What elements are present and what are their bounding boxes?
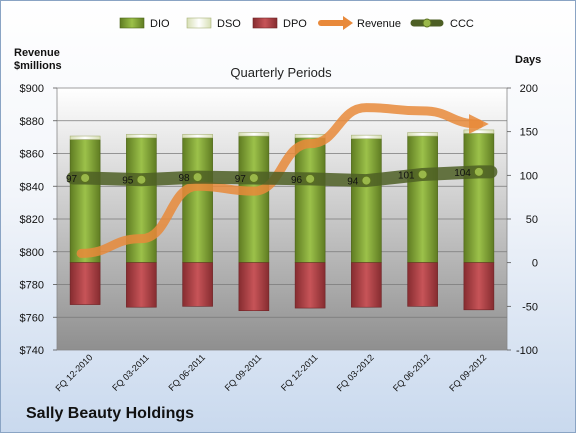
- ccc-data-label: 97: [66, 174, 78, 185]
- ccc-marker: [192, 172, 203, 183]
- bar-dso: [126, 133, 157, 139]
- ccc-marker: [305, 173, 316, 184]
- ccc-data-label: 94: [347, 177, 359, 188]
- bar-dpo: [126, 262, 157, 308]
- line-ccc: [66, 165, 498, 188]
- bar-dpo: [182, 262, 213, 307]
- bar-dio: [182, 137, 213, 263]
- bar-dso: [238, 132, 270, 137]
- ccc-data-label: 101: [398, 170, 415, 181]
- bar-dpo: [463, 262, 495, 311]
- legend-marker-ccc: [422, 18, 432, 28]
- x-axis-tick-label: FQ 06-2012: [391, 352, 432, 393]
- ccc-marker: [361, 175, 372, 186]
- right-axis-label: Days: [515, 54, 541, 66]
- ccc-marker: [473, 166, 484, 177]
- bar-dio: [294, 137, 326, 263]
- left-axis-tick-label: $740: [20, 345, 44, 357]
- ccc-marker: [417, 169, 428, 180]
- legend-arrowhead-revenue: [343, 16, 353, 30]
- left-axis-tick-label: $880: [20, 116, 44, 128]
- right-axis-tick-label: 200: [520, 83, 538, 95]
- left-axis-tick-label: $840: [20, 181, 44, 193]
- bar-dio: [238, 135, 270, 263]
- bar-dso: [182, 133, 213, 139]
- chart-title: Quarterly Periods: [230, 65, 332, 80]
- legend-label-dso: DSO: [217, 18, 241, 30]
- bar-dso: [463, 129, 495, 134]
- bar-dpo: [351, 262, 382, 308]
- legend-swatch-dio: [119, 17, 145, 29]
- ccc-data-label: 97: [235, 174, 247, 185]
- bar-dio: [69, 139, 101, 263]
- x-axis-tick-label: FQ 06-2011: [166, 352, 207, 393]
- right-axis-tick-label: 0: [532, 258, 538, 270]
- bar-dpo: [294, 262, 326, 309]
- bar-dio: [351, 138, 382, 263]
- x-axis-tick-label: FQ 12-2011: [279, 352, 320, 393]
- ccc-data-label: 98: [179, 173, 191, 184]
- ccc-marker: [248, 172, 259, 183]
- left-axis-tick-label: $760: [20, 312, 44, 324]
- left-axis-tick-label: $900: [20, 83, 44, 95]
- ccc-marker: [80, 172, 91, 183]
- bar-dpo: [407, 262, 438, 307]
- right-axis-tick-label: 100: [520, 170, 538, 182]
- x-axis-tick-label: FQ 12-2010: [54, 352, 95, 393]
- left-axis-tick-label: $860: [20, 149, 44, 161]
- left-axis-tick-label: $800: [20, 247, 44, 259]
- bar-dio: [126, 137, 157, 263]
- right-axis-tick-label: 150: [520, 127, 538, 139]
- bar-dpo: [69, 262, 101, 305]
- left-axis-label-line1: Revenue: [14, 47, 60, 59]
- bar-dio: [407, 135, 438, 263]
- x-axis-tick-label: FQ 03-2012: [335, 352, 376, 393]
- ccc-data-label: 96: [291, 175, 303, 186]
- bar-dso: [69, 135, 101, 140]
- x-axis-tick-label: FQ 03-2011: [110, 352, 151, 393]
- bar-dso: [407, 132, 438, 137]
- ccc-marker: [136, 174, 147, 185]
- line-revenue: [76, 103, 489, 258]
- legend-label-dpo: DPO: [283, 18, 307, 30]
- right-axis-tick-label: 50: [526, 214, 538, 226]
- legend-label-dio: DIO: [150, 18, 170, 30]
- x-axis-tick-label: FQ 09-2011: [223, 352, 264, 393]
- bar-dpo: [238, 262, 270, 311]
- right-axis-tick-label: -50: [522, 301, 538, 313]
- legend-swatch-dso: [186, 17, 212, 29]
- left-axis-label-line2: $millions: [14, 60, 62, 72]
- left-axis-tick-label: $820: [20, 214, 44, 226]
- ccc-data-label: 104: [454, 168, 471, 179]
- x-axis-tick-label: FQ 09-2012: [447, 352, 488, 393]
- right-axis-tick-label: -100: [516, 345, 538, 357]
- bar-dio: [463, 133, 495, 263]
- ccc-data-label: 95: [122, 176, 134, 187]
- legend-label-revenue: Revenue: [357, 18, 401, 30]
- left-axis-tick-label: $780: [20, 280, 44, 292]
- legend-swatch-dpo: [252, 17, 278, 29]
- bar-dso: [351, 134, 382, 139]
- company-name: Sally Beauty Holdings: [26, 405, 195, 422]
- legend-label-ccc: CCC: [450, 18, 474, 30]
